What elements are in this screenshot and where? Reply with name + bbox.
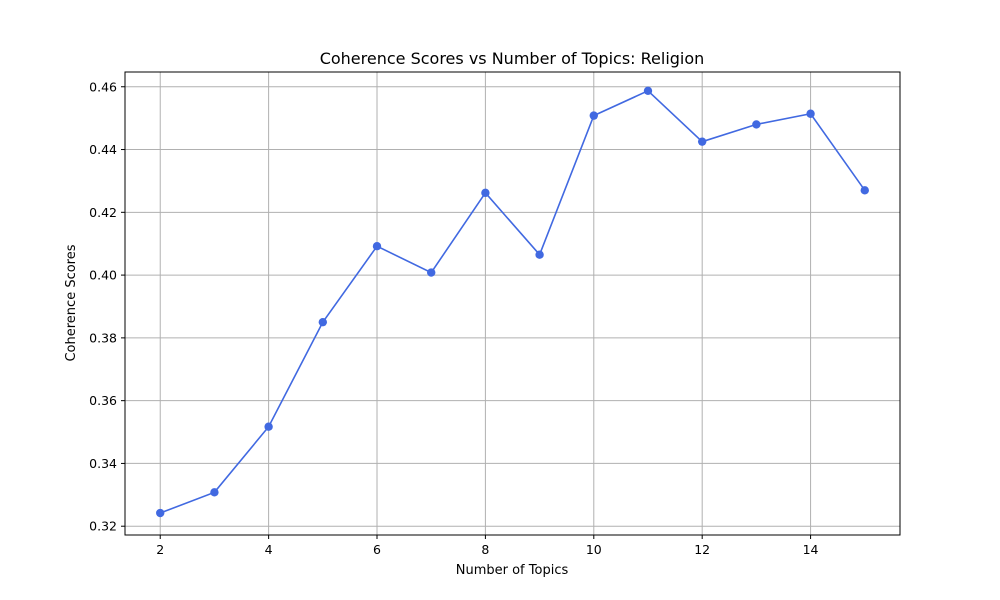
data-point bbox=[806, 109, 815, 118]
data-point bbox=[643, 86, 653, 96]
data-point bbox=[264, 422, 273, 431]
y-tick-label: 0.38 bbox=[89, 330, 117, 345]
y-tick-label: 0.44 bbox=[89, 142, 117, 157]
data-point bbox=[318, 317, 328, 327]
data-point bbox=[481, 188, 490, 198]
x-tick-label: 10 bbox=[586, 542, 602, 557]
y-tick-label: 0.32 bbox=[89, 519, 117, 534]
data-point bbox=[589, 111, 598, 120]
grid-lines bbox=[125, 72, 900, 535]
y-axis-label: Coherence Scores bbox=[64, 244, 79, 361]
x-tick-label: 12 bbox=[694, 542, 710, 557]
y-tick-label: 0.34 bbox=[89, 456, 117, 471]
y-axis-ticks: 0.32 0.34 0.36 0.38 0.40 0.42 0.44 0.46 bbox=[89, 79, 125, 534]
data-point bbox=[427, 268, 436, 277]
x-tick-label: 8 bbox=[481, 542, 489, 557]
data-point bbox=[535, 250, 544, 259]
x-tick-label: 4 bbox=[265, 542, 273, 557]
chart-title: Coherence Scores vs Number of Topics: Re… bbox=[320, 49, 705, 68]
series-layer bbox=[156, 86, 869, 518]
plot-frame bbox=[124, 71, 901, 536]
data-point bbox=[210, 488, 219, 497]
data-point bbox=[156, 508, 165, 518]
x-axis-label: Number of Topics bbox=[456, 563, 569, 578]
y-tick-label: 0.36 bbox=[89, 393, 117, 408]
x-tick-label: 14 bbox=[803, 542, 819, 557]
data-point bbox=[372, 242, 382, 251]
series-line bbox=[159, 89, 866, 514]
y-tick-label: 0.40 bbox=[89, 268, 117, 283]
y-tick-label: 0.46 bbox=[89, 79, 117, 94]
y-tick-label: 0.42 bbox=[89, 205, 117, 220]
x-tick-label: 6 bbox=[373, 542, 381, 557]
data-point bbox=[697, 137, 707, 146]
x-tick-label: 2 bbox=[156, 542, 164, 557]
data-point bbox=[860, 186, 869, 195]
data-point bbox=[752, 120, 761, 129]
x-axis-ticks: 2 4 6 8 10 12 14 bbox=[156, 535, 819, 557]
